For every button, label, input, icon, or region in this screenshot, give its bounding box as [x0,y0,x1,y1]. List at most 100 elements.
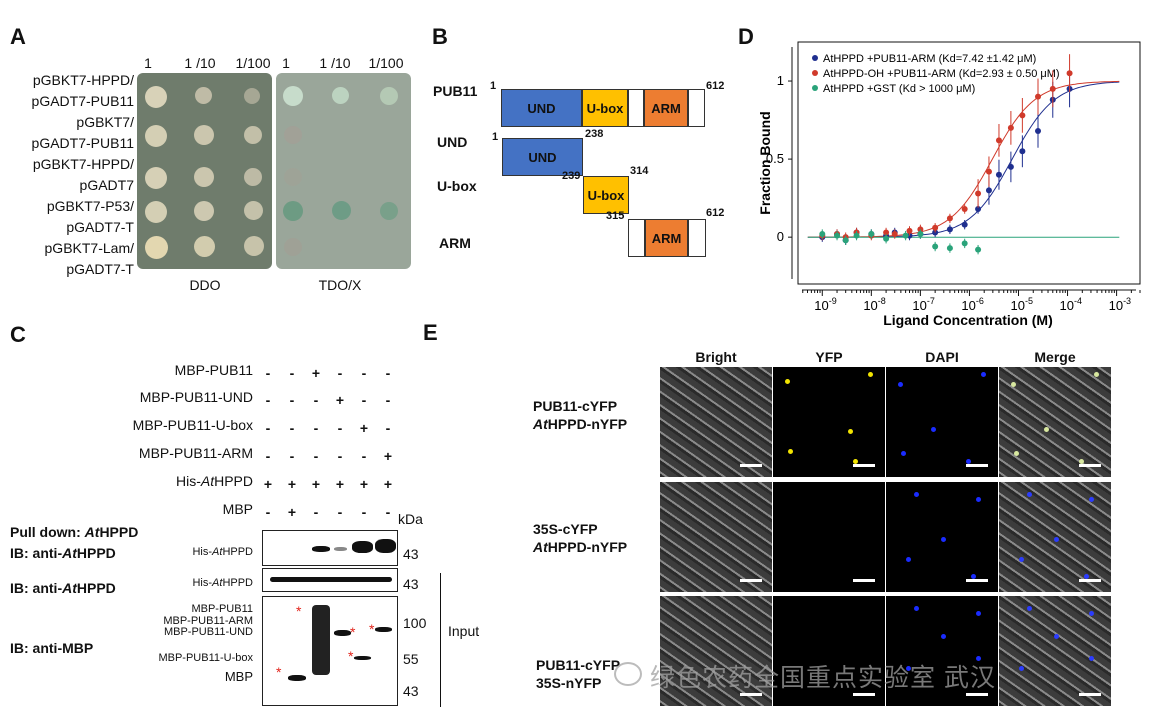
yeast-colony [283,86,303,106]
residue-number: 1 [492,131,499,143]
input-mbp-blot [262,596,398,706]
scale-bar [966,579,988,582]
mw-marker: 43 [403,683,419,699]
data-point [917,231,924,238]
nucleus-signal [1054,537,1059,542]
data-point [1007,163,1014,170]
linker-region [628,89,644,127]
c-terminal-region [688,219,706,257]
lane-sign: - [337,504,343,520]
data-point [853,232,860,239]
blot-band [288,675,306,681]
channel-header: Merge [1034,349,1076,365]
lane-sign: - [313,448,319,464]
nucleus-signal [976,656,981,661]
lane-sign: - [289,365,295,381]
lane-sign: - [289,392,295,408]
yfp-image [773,482,885,592]
medium-label: TDO/X [318,277,362,293]
nucleus-signal [1014,451,1019,456]
lane-sign: + [311,365,321,381]
yeast-colony [283,201,303,221]
data-point [891,231,898,238]
nucleus-signal [901,451,906,456]
band-asterisk: * [350,624,356,640]
scale-bar [1079,693,1101,696]
dilution-label: 1 [282,55,290,71]
lane-sign: - [361,365,367,381]
channel-header: Bright [695,349,737,365]
data-point [906,227,913,234]
input-bracket [440,573,441,707]
data-point [1019,148,1026,155]
y-tick-label: 0.5 [766,151,784,166]
yeast-colony [244,201,263,220]
nucleus-signal [785,379,790,384]
x-axis-label: Ligand Concentration (M) [883,312,1053,328]
bright-field-image [660,367,772,477]
residue-number: 612 [706,80,725,92]
nucleus-signal [1079,459,1084,464]
lane-sign: - [385,365,391,381]
nucleus-signal [1089,656,1094,661]
yeast-colony [194,167,214,187]
lane-sign: + [287,504,297,520]
data-point [985,187,992,194]
strain-label: pGADT7-T [66,219,134,235]
lane-sign: - [385,504,391,520]
yeast-colony [380,87,398,105]
data-point [932,243,939,250]
lane-sign: - [313,420,319,436]
band-asterisk: * [348,648,354,664]
blot-band [270,577,392,582]
ib-label: IB: anti-MBP [10,640,94,656]
nucleus-signal [1019,666,1024,671]
merge-image [999,482,1111,592]
nucleus-signal [1019,557,1024,562]
data-point [1049,85,1056,92]
residue-number: 314 [630,165,649,177]
data-point [995,137,1002,144]
ubox-domain: U-box [583,176,629,214]
lane-sign: + [335,476,345,492]
scale-bar [966,464,988,467]
nucleus-signal [976,611,981,616]
data-point [1019,112,1026,119]
strain-label: pGADT7-PUB11 [31,93,134,109]
yeast-colony [284,126,302,144]
data-point [985,168,992,175]
x-tick-label: 10-8 [863,296,885,313]
nucleus-signal [981,372,986,377]
nucleus-signal [1084,574,1089,579]
chart-legend: AtHPPD +PUB11-ARM (Kd=7.42 ±1.42 μM) AtH… [812,53,1060,95]
yeast-colony [145,125,167,147]
data-point [995,171,1002,178]
blot-smear [312,605,330,675]
binding-curve-chart: AtHPPD +PUB11-ARM (Kd=7.42 ±1.42 μM) AtH… [757,41,1141,328]
band-label: MBP-PUB11-U-box [158,652,253,664]
channel-header: YFP [815,349,843,365]
yeast-colony [284,168,302,186]
data-point [961,221,968,228]
dapi-image [886,596,998,706]
y-tick-label: 1 [777,73,784,88]
nucleus-signal [868,372,873,377]
residue-number: 239 [562,170,581,182]
band-asterisk: * [296,603,302,619]
data-point [883,235,890,242]
lane-sign: - [337,365,343,381]
yeast-colony [194,236,215,257]
bright-field-image [660,482,772,592]
band-label: His-AtHPPD [192,546,253,558]
residue-number: 612 [706,207,725,219]
lane-sign: - [313,504,319,520]
lane-sign: + [383,476,393,492]
strain-label: pGBKT7/ [76,114,134,130]
scale-bar [853,693,875,696]
dilution-label: 1 /10 [184,55,216,71]
nucleus-signal [971,574,976,579]
y-tick-label: 0 [777,229,784,244]
strain-label: pGADT7-T [66,261,134,277]
construct-label: UND [437,134,468,150]
lane-sign: + [359,420,369,436]
